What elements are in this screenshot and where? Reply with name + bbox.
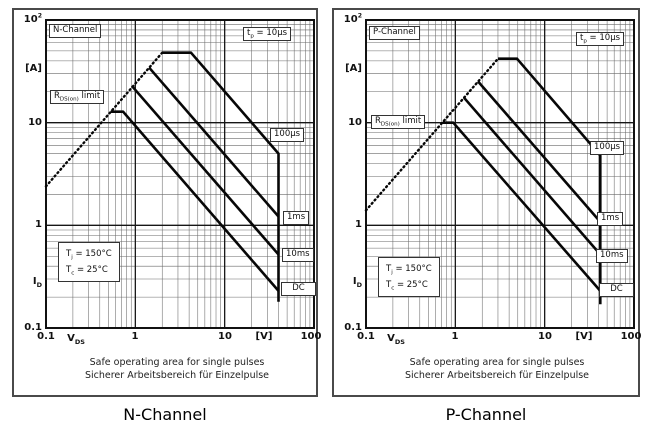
chart-title-text: N-Channel xyxy=(53,25,98,35)
temperature-conditions-box: Tj = 150°C Tc = 25°C xyxy=(58,242,120,283)
caption-german: Sicherer Arbeitsbereich für Einzelpulse xyxy=(404,370,590,381)
soa-curve-10ms xyxy=(131,85,280,256)
figure-bottom-label-p: P-Channel xyxy=(445,405,527,424)
junction-temperature: Tj = 150°C xyxy=(66,249,112,261)
soa-curve-10ms xyxy=(463,96,602,256)
rdson-limit-label: RDS(on) limit xyxy=(50,90,105,104)
y-axis-tick-10: 10 xyxy=(348,117,362,128)
curve-label-10ms: 10ms xyxy=(596,249,628,263)
y-axis-tick-10: 10 xyxy=(28,117,42,128)
chart-title-box: P-Channel xyxy=(369,26,420,40)
curve-label-1ms: 1ms xyxy=(597,212,624,226)
curve-label-dc: DC xyxy=(599,283,634,297)
curve-label-100us: 100µs xyxy=(270,128,305,142)
soa-curve-100s xyxy=(498,57,602,305)
x-axis-tick-0_1: 0.1 xyxy=(357,331,375,342)
x-axis-tick-10: 10 xyxy=(218,331,232,342)
rdson-limit-curve xyxy=(44,51,164,188)
y-axis-tick-100: 102 xyxy=(23,12,42,25)
y-axis-quantity: ID xyxy=(32,276,42,289)
y-axis-tick-0_1: 0.1 xyxy=(24,322,42,333)
case-temperature: Tc = 25°C xyxy=(66,265,108,277)
y-axis-unit: [A] xyxy=(345,63,362,74)
temperature-conditions-box: Tj = 150°C Tc = 25°C xyxy=(378,257,440,298)
x-axis-tick-1: 1 xyxy=(131,331,139,342)
soa-plot-p-channel xyxy=(364,19,635,329)
soa-curve-dc xyxy=(442,121,602,292)
x-axis-unit: [V] xyxy=(575,331,593,342)
y-axis-tick-1: 1 xyxy=(355,219,362,230)
x-axis-unit: [V] xyxy=(255,331,273,342)
y-axis-tick-100: 102 xyxy=(343,12,362,25)
caption-english: Safe operating area for single pulses xyxy=(89,357,265,368)
figure-bottom-label-n: N-Channel xyxy=(123,405,207,424)
y-axis-tick-1: 1 xyxy=(35,219,42,230)
caption-english: Safe operating area for single pulses xyxy=(409,357,585,368)
pulse-width-label: tp = 10µs xyxy=(576,32,625,46)
soa-curve-1ms xyxy=(148,66,280,218)
chart-title-text: P-Channel xyxy=(373,27,416,37)
caption-german: Sicherer Arbeitsbereich für Einzelpulse xyxy=(84,370,270,381)
curve-label-100us: 100µs xyxy=(590,141,625,155)
x-axis-tick-100: 100 xyxy=(620,331,642,342)
y-axis-unit: [A] xyxy=(25,63,42,74)
rdson-limit-curve xyxy=(364,57,500,212)
y-axis-tick-0_1: 0.1 xyxy=(344,322,362,333)
n-channel-figure: N-Channel tp = 10µs RDS(on) limit 100µs … xyxy=(12,8,321,397)
soa-curve-dc xyxy=(110,110,280,292)
x-axis-tick-1: 1 xyxy=(451,331,459,342)
curve-label-dc: DC xyxy=(281,282,316,296)
soa-curve-100s xyxy=(162,51,280,302)
x-axis-tick-0_1: 0.1 xyxy=(37,331,55,342)
curve-label-10ms: 10ms xyxy=(282,248,314,262)
curve-label-1ms: 1ms xyxy=(283,211,310,225)
case-temperature: Tc = 25°C xyxy=(386,280,428,292)
soa-curve-1ms xyxy=(477,80,602,223)
plot-frame xyxy=(45,19,315,329)
x-axis-tick-10: 10 xyxy=(538,331,552,342)
x-axis-quantity: VDS xyxy=(387,333,405,346)
x-axis-quantity: VDS xyxy=(67,333,85,346)
x-axis-tick-100: 100 xyxy=(300,331,322,342)
plot-frame xyxy=(365,19,635,329)
y-axis-quantity: ID xyxy=(352,276,362,289)
p-channel-figure: P-Channel tp = 10µs RDS(on) limit 100µs … xyxy=(332,8,642,397)
junction-temperature: Tj = 150°C xyxy=(386,264,432,276)
chart-title-box: N-Channel xyxy=(49,24,102,38)
rdson-limit-label: RDS(on) limit xyxy=(371,115,426,129)
soa-plot-n-channel xyxy=(44,19,315,329)
pulse-width-label: tp = 10µs xyxy=(243,27,292,41)
